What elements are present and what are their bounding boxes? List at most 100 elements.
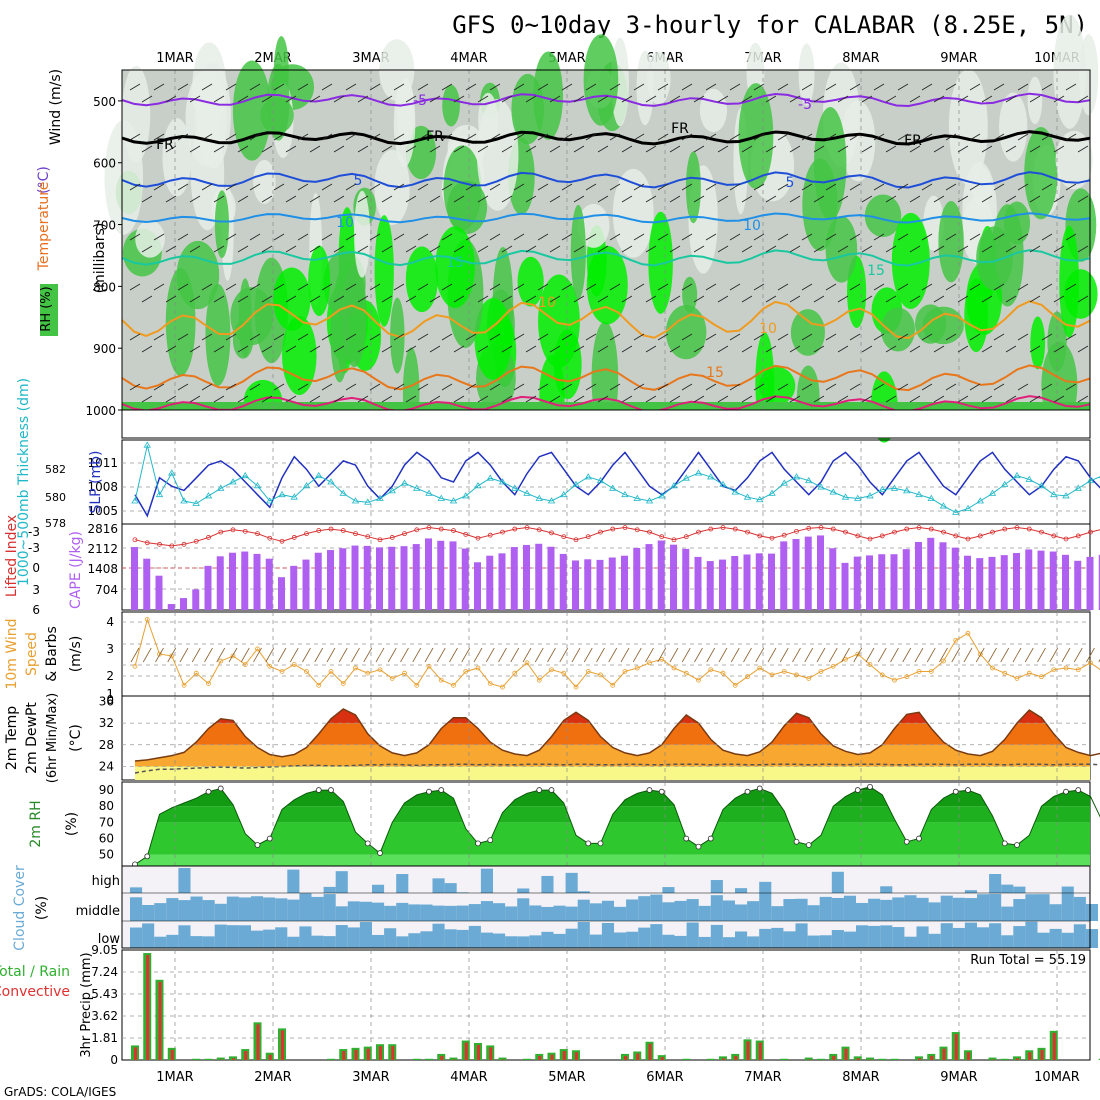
pressure-tick: 500 — [93, 95, 116, 109]
lifted-index-point — [585, 534, 591, 540]
wind-barb — [465, 133, 477, 141]
wind-barb — [285, 145, 297, 153]
wind-barb — [441, 83, 453, 91]
wind-barb — [369, 383, 381, 391]
cloud-bar — [553, 933, 566, 948]
wind-speed-point — [573, 684, 579, 690]
cloud-bar — [335, 906, 348, 921]
cloud-bar — [178, 867, 191, 893]
wind-barb — [729, 83, 741, 91]
wind-barb — [1005, 345, 1017, 353]
wind-speed-point — [965, 630, 971, 636]
wind-barb — [1041, 183, 1053, 191]
wind-barb — [153, 333, 165, 341]
wind-barb — [849, 233, 861, 241]
wind-speed-point — [169, 653, 175, 659]
rh-shade — [880, 307, 916, 352]
wind-speed-point — [647, 660, 652, 666]
wind-speed-point — [549, 667, 554, 673]
wind-barb — [681, 83, 693, 91]
wind-barb — [525, 95, 537, 103]
cloud-bar — [166, 898, 179, 921]
wind-barb — [141, 245, 153, 253]
cape-bar — [1074, 560, 1082, 610]
wind-barb — [777, 383, 789, 391]
lifted-index-point — [500, 529, 505, 535]
wind-barb — [453, 345, 465, 353]
cloud-bar — [251, 896, 264, 921]
wind-barb — [669, 145, 681, 153]
rh-point — [903, 838, 910, 845]
wind-speed-point — [757, 665, 763, 671]
rh-shade — [1030, 316, 1046, 370]
wind-barb-10m — [338, 647, 348, 663]
wind-barb — [249, 183, 261, 191]
lifted-index-point — [769, 535, 775, 541]
rh-shade — [342, 263, 367, 368]
lifted-index-point — [610, 526, 616, 532]
cloud-bar — [662, 887, 675, 893]
wind-barb-10m — [510, 647, 520, 663]
thickness-point — [229, 478, 237, 485]
wind-barb — [441, 333, 453, 341]
cloud-bar — [589, 903, 602, 921]
wind-barb — [309, 195, 321, 203]
wind-barb — [897, 283, 909, 291]
wind-barb-10m — [902, 647, 912, 663]
rh-shade — [976, 226, 1013, 291]
lifted-index-point — [696, 529, 701, 535]
cloud-bar — [384, 928, 397, 948]
wind-barb — [825, 333, 837, 341]
thickness-point — [1037, 482, 1046, 489]
lifted-index-point — [353, 531, 358, 537]
wind-barb — [849, 183, 861, 191]
wind-barb — [309, 95, 321, 103]
wind-barb — [777, 233, 789, 241]
thickness-point — [143, 441, 151, 448]
wind-barb — [777, 133, 789, 141]
cape-bar — [351, 545, 359, 610]
wind-barb — [669, 245, 681, 253]
thickness-point — [364, 498, 372, 505]
wind-barb — [165, 295, 177, 303]
cloud-bar — [396, 874, 409, 893]
wind-barb-10m — [988, 647, 997, 663]
cloud-bar — [928, 933, 941, 948]
wind-barb — [261, 245, 273, 253]
wind-barb — [261, 95, 273, 103]
wind-barb — [489, 233, 501, 241]
cloud-bar — [1073, 896, 1086, 921]
wind-barb — [141, 195, 153, 203]
wind-barb-10m — [1012, 647, 1022, 663]
wind-barb — [693, 395, 705, 403]
lifted-index-point — [977, 533, 983, 539]
wind-barb — [957, 145, 969, 153]
precip-convective-bar — [575, 1052, 578, 1060]
rh-shade — [273, 267, 311, 331]
wind-barb — [333, 295, 345, 303]
cloud-bar — [589, 934, 602, 948]
wind-barb — [921, 233, 933, 241]
wind-barb — [537, 333, 549, 341]
wind-barb — [897, 383, 909, 391]
wind-barb-10m — [216, 647, 226, 663]
wind-barb-10m — [730, 647, 740, 663]
rh-legend-swatch — [40, 284, 58, 336]
wind-barb — [369, 133, 381, 141]
li-tick: 6 — [32, 603, 40, 617]
wind-barb — [849, 133, 861, 141]
cloud-bar — [928, 902, 941, 921]
li-tick: 0 — [32, 561, 40, 575]
wind-barb-10m — [718, 647, 728, 663]
wind-barb — [897, 83, 909, 91]
cloud-bar — [686, 899, 699, 921]
wind-barb-10m — [620, 647, 630, 663]
wind-barb — [561, 383, 573, 391]
wind-barb — [705, 283, 717, 291]
cloud-bar — [892, 897, 905, 921]
rh-point — [1014, 842, 1020, 848]
thickness-point — [952, 508, 960, 515]
rh-shade — [195, 62, 231, 169]
wind-barb — [345, 383, 357, 391]
precip-convective-bar — [550, 1054, 554, 1060]
